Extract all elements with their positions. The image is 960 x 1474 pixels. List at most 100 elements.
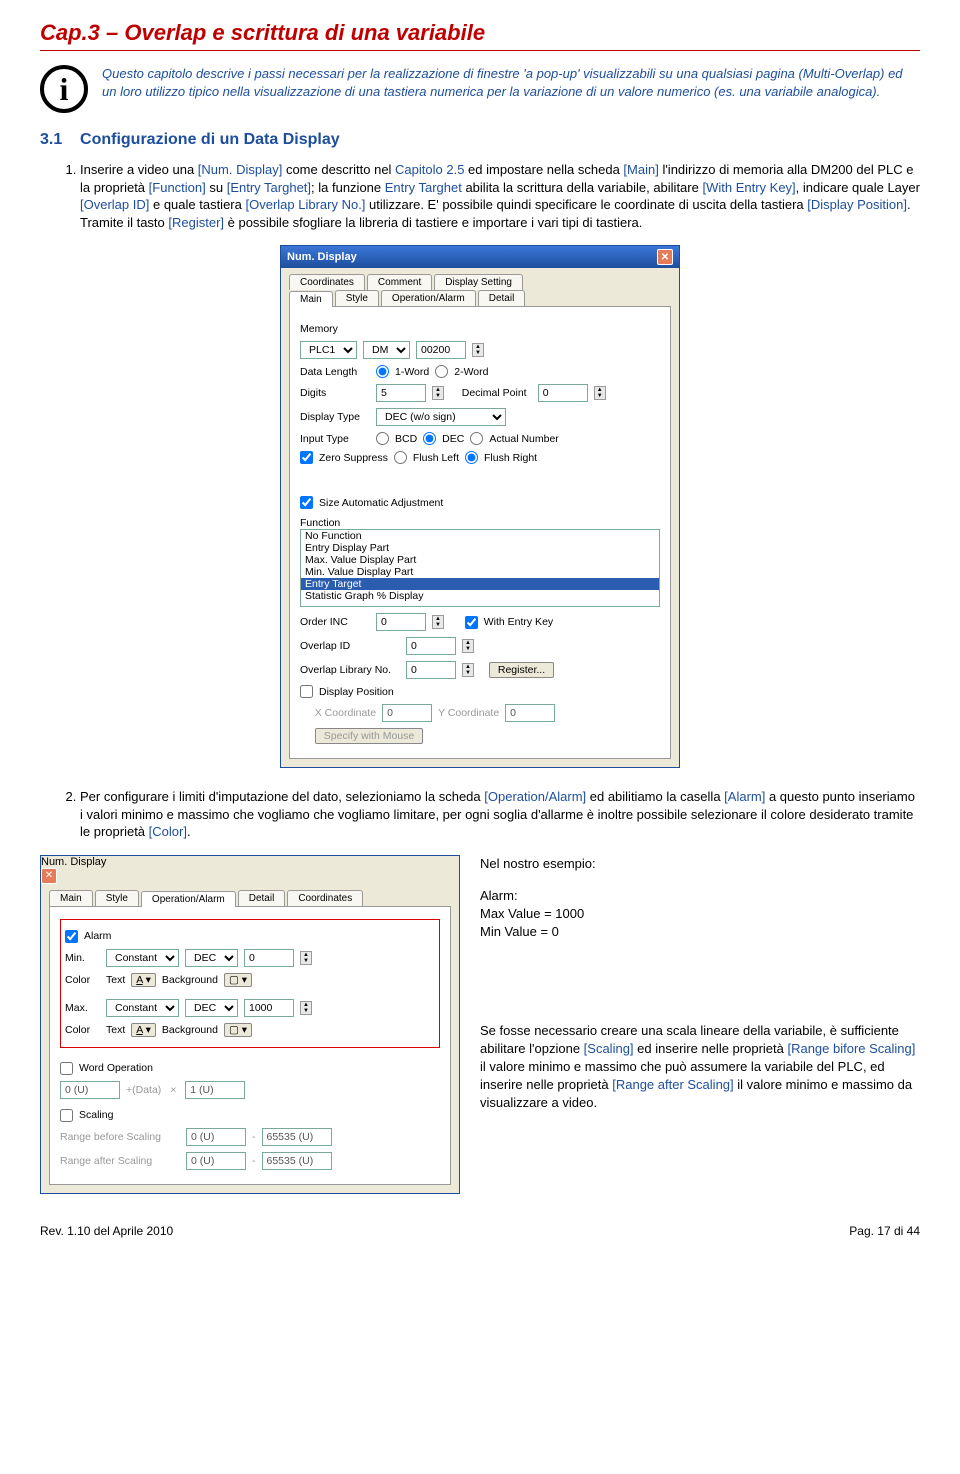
dialog-titlebar: Num. Display ✕	[281, 246, 679, 268]
y-coord-input	[505, 704, 555, 722]
size-auto-checkbox[interactable]	[300, 496, 313, 509]
tab-operation-alarm[interactable]: Operation/Alarm	[141, 891, 236, 907]
step-2: Per configurare i limiti d'imputazione d…	[80, 788, 920, 841]
min-const-select[interactable]: Constant	[106, 949, 179, 967]
flush-right-radio[interactable]	[465, 451, 478, 464]
intro-row: i Questo capitolo descrive i passi neces…	[40, 65, 920, 113]
dialog-title: Num. Display	[287, 251, 357, 263]
datalength-2word-radio[interactable]	[435, 365, 448, 378]
digits-input[interactable]	[376, 384, 426, 402]
ras-min-input	[186, 1152, 246, 1170]
list-item[interactable]: Max. Value Display Part	[301, 554, 659, 566]
display-type-label: Display Type	[300, 411, 370, 423]
datalength-label: Data Length	[300, 366, 370, 378]
input-type-actual-radio[interactable]	[470, 432, 483, 445]
datalength-1word-radio[interactable]	[376, 365, 389, 378]
tabs-row1: Coordinates Comment Display Setting	[281, 268, 679, 290]
function-listbox[interactable]: No Function Entry Display Part Max. Valu…	[300, 529, 660, 607]
close-icon[interactable]: ✕	[657, 249, 673, 265]
text-color-picker[interactable]: A ▾	[131, 1023, 156, 1037]
spinner-icon[interactable]: ▲▼	[300, 1001, 312, 1015]
side-text: Nel nostro esempio: Alarm: Max Value = 1…	[480, 855, 920, 1194]
panel-main: Memory PLC1 DM ▲▼ Data Length 1-Word 2-W…	[289, 306, 671, 759]
memory-label: Memory	[300, 323, 660, 335]
tab-detail[interactable]: Detail	[238, 890, 286, 906]
input-type-dec-radio[interactable]	[423, 432, 436, 445]
section-heading: 3.1 Configurazione di un Data Display	[40, 131, 920, 149]
alarm-checkbox[interactable]	[65, 930, 78, 943]
tab-display-setting[interactable]: Display Setting	[434, 274, 523, 290]
tab-style[interactable]: Style	[95, 890, 139, 906]
list-item[interactable]: Min. Value Display Part	[301, 566, 659, 578]
flush-left-radio[interactable]	[394, 451, 407, 464]
display-type-select[interactable]: DEC (w/o sign)	[376, 408, 506, 426]
intro-text: Questo capitolo descrive i passi necessa…	[102, 65, 920, 113]
scaling-checkbox[interactable]	[60, 1109, 73, 1122]
spinner-icon[interactable]: ▲▼	[594, 386, 606, 400]
with-entry-key-checkbox[interactable]	[465, 616, 478, 629]
memory-dm-select[interactable]: DM	[363, 341, 410, 359]
tab-style[interactable]: Style	[335, 290, 379, 306]
tabs-row2: Main Style Operation/Alarm Detail	[281, 290, 679, 306]
memory-plc-select[interactable]: PLC1	[300, 341, 357, 359]
list-item[interactable]: Entry Display Part	[301, 542, 659, 554]
bg-color-picker[interactable]: ▢ ▾	[224, 1023, 252, 1037]
tab-main[interactable]: Main	[289, 291, 333, 307]
spinner-icon[interactable]: ▲▼	[462, 639, 474, 653]
footer-page: Pag. 17 di 44	[849, 1224, 920, 1238]
info-icon: i	[40, 65, 88, 113]
min-dec-select[interactable]: DEC	[185, 949, 238, 967]
zero-suppress-checkbox[interactable]	[300, 451, 313, 464]
panel-alarm: Alarm Min. Constant DEC ▲▼ Color Text A …	[49, 906, 451, 1185]
dialog-title: Num. Display	[41, 856, 106, 868]
overlap-library-label: Overlap Library No.	[300, 664, 400, 676]
overlap-library-input[interactable]	[406, 661, 456, 679]
tab-coordinates[interactable]: Coordinates	[289, 274, 365, 290]
range-before-label: Range before Scaling	[60, 1131, 180, 1143]
max-value-input[interactable]	[244, 999, 294, 1017]
tab-operation-alarm[interactable]: Operation/Alarm	[381, 290, 476, 306]
min-value-input[interactable]	[244, 949, 294, 967]
max-dec-select[interactable]: DEC	[185, 999, 238, 1017]
spinner-icon[interactable]: ▲▼	[472, 343, 484, 357]
spinner-icon[interactable]: ▲▼	[432, 386, 444, 400]
input-type-label: Input Type	[300, 433, 370, 445]
list-item[interactable]: Statistic Graph % Display	[301, 590, 659, 602]
min-label: Min.	[65, 952, 100, 964]
tab-comment[interactable]: Comment	[367, 274, 432, 290]
display-position-checkbox[interactable]	[300, 685, 313, 698]
tab-main[interactable]: Main	[49, 890, 93, 906]
x-coord-input	[382, 704, 432, 722]
decimal-point-label: Decimal Point	[462, 387, 532, 399]
bg-color-picker[interactable]: ▢ ▾	[224, 973, 252, 987]
word-operation-checkbox[interactable]	[60, 1062, 73, 1075]
num-display-dialog-alarm: Num. Display ✕ Main Style Operation/Alar…	[40, 855, 460, 1194]
spinner-icon[interactable]: ▲▼	[432, 615, 444, 629]
list-item-selected[interactable]: Entry Target	[301, 578, 659, 590]
tabs-row: Main Style Operation/Alarm Detail Coordi…	[41, 884, 459, 906]
color-label: Color	[65, 974, 100, 986]
rbs-min-input	[186, 1128, 246, 1146]
section-title: Configurazione di un Data Display	[80, 131, 340, 148]
max-const-select[interactable]: Constant	[106, 999, 179, 1017]
order-inc-input[interactable]	[376, 613, 426, 631]
function-label: Function	[300, 517, 660, 529]
input-type-bcd-radio[interactable]	[376, 432, 389, 445]
specify-mouse-button: Specify with Mouse	[315, 728, 423, 744]
footer-revision: Rev. 1.10 del Aprile 2010	[40, 1224, 173, 1238]
tab-detail[interactable]: Detail	[478, 290, 526, 306]
text-color-picker[interactable]: A ▾	[131, 973, 156, 987]
spinner-icon[interactable]: ▲▼	[300, 951, 312, 965]
memory-address-input[interactable]	[416, 341, 466, 359]
chapter-title: Cap.3 – Overlap e scrittura di una varia…	[40, 20, 920, 51]
order-inc-label: Order INC	[300, 616, 370, 628]
tab-coordinates[interactable]: Coordinates	[287, 890, 363, 906]
list-item[interactable]: No Function	[301, 530, 659, 542]
close-icon[interactable]: ✕	[41, 868, 57, 884]
overlap-id-input[interactable]	[406, 637, 456, 655]
register-button[interactable]: Register...	[489, 662, 554, 678]
spinner-icon[interactable]: ▲▼	[462, 663, 474, 677]
decimal-point-input[interactable]	[538, 384, 588, 402]
max-label: Max.	[65, 1002, 100, 1014]
range-after-label: Range after Scaling	[60, 1155, 180, 1167]
